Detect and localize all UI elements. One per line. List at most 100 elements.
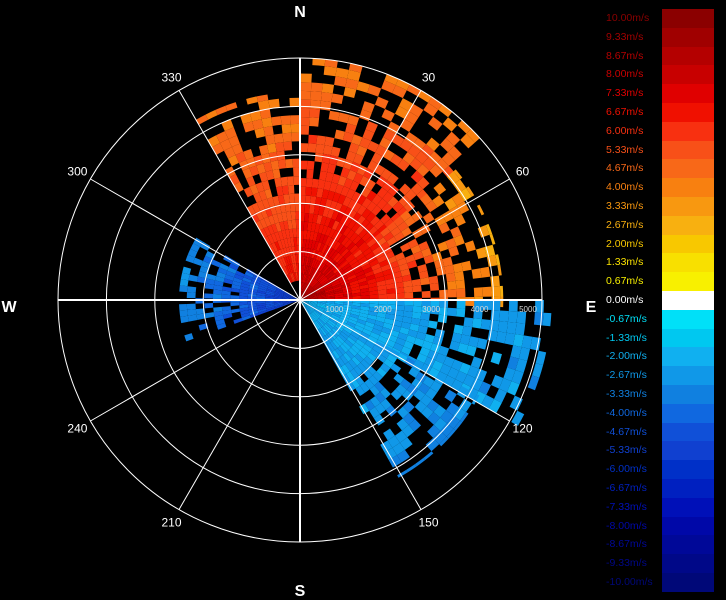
velocity-cell [315, 306, 325, 311]
velocity-cell [307, 276, 312, 285]
velocity-cell [276, 287, 285, 293]
velocity-cell [306, 266, 311, 276]
colorbar-label: 8.67m/s [606, 49, 644, 62]
velocity-cell [392, 85, 407, 99]
velocity-cell [280, 115, 291, 125]
velocity-cell [427, 320, 438, 329]
velocity-cell [259, 108, 272, 120]
velocity-cell [309, 257, 314, 267]
velocity-cell [367, 282, 378, 288]
velocity-cell [216, 271, 226, 279]
velocity-cell [308, 293, 317, 298]
velocity-cell [275, 288, 285, 294]
velocity-cell [428, 116, 443, 131]
velocity-cell [343, 217, 353, 227]
velocity-cell [325, 305, 335, 310]
velocity-cell [332, 285, 342, 291]
velocity-cell [333, 290, 343, 294]
velocity-cell [215, 318, 226, 326]
velocity-cell [205, 312, 215, 319]
azimuth-label: 300 [67, 165, 87, 179]
velocity-cell [386, 304, 396, 311]
velocity-cell [390, 389, 402, 401]
colorbar-swatch [662, 479, 714, 498]
velocity-cell [324, 136, 335, 147]
velocity-cell [248, 306, 258, 310]
velocity-cell [317, 274, 325, 282]
velocity-cell [286, 265, 292, 274]
velocity-cell [383, 358, 394, 369]
velocity-cell [303, 256, 307, 266]
velocity-cell [257, 290, 267, 294]
velocity-cell [394, 281, 404, 289]
velocity-cell [291, 272, 295, 282]
velocity-cell [399, 139, 413, 152]
velocity-cell [366, 190, 377, 202]
velocity-cell [303, 221, 309, 231]
radar-velocity-plot: N E S W 30 60 120 150 210 240 300 330 1000 2000 30… [1, 4, 596, 600]
velocity-cell [310, 196, 317, 206]
velocity-cell [246, 205, 256, 216]
velocity-cell [491, 374, 504, 389]
velocity-cell [258, 190, 268, 201]
velocity-cell [289, 273, 295, 282]
velocity-cell [222, 286, 232, 292]
velocity-cell [334, 184, 344, 195]
velocity-cell [331, 281, 341, 287]
velocity-cell [416, 164, 430, 177]
velocity-cell [325, 293, 335, 297]
velocity-cell [509, 395, 523, 411]
velocity-cell [361, 208, 372, 219]
velocity-cell [385, 313, 395, 320]
velocity-cell [302, 283, 307, 292]
velocity-cell [508, 300, 518, 312]
velocity-cell [356, 273, 366, 281]
velocity-cell [421, 300, 431, 307]
velocity-cell [325, 322, 334, 330]
velocity-cell [506, 321, 517, 335]
velocity-cell [374, 381, 385, 393]
velocity-cell [356, 194, 367, 206]
velocity-cell [244, 271, 254, 278]
velocity-cell [307, 257, 312, 267]
velocity-cell [335, 67, 349, 79]
velocity-cell [457, 120, 472, 134]
colorbar-label: 2.00m/s [606, 237, 644, 250]
velocity-cell [308, 294, 317, 298]
velocity-cell [238, 159, 250, 171]
velocity-cell [320, 314, 329, 321]
velocity-cell [354, 324, 364, 332]
velocity-cell [399, 437, 413, 450]
velocity-cell [321, 254, 329, 264]
velocity-cell [453, 407, 467, 421]
velocity-cell [334, 337, 343, 347]
velocity-cell [340, 313, 350, 319]
velocity-cell [316, 303, 326, 307]
range-ring-label: 5000 [519, 305, 537, 314]
velocity-cell [313, 321, 320, 330]
velocity-cell [305, 306, 313, 314]
velocity-cell [348, 142, 360, 154]
azimuth-label: 150 [418, 516, 438, 530]
velocity-cell [326, 320, 335, 328]
velocity-cell [387, 300, 396, 306]
velocity-cell [305, 285, 311, 294]
colorbar-swatch [662, 403, 714, 423]
velocity-cell [256, 301, 266, 304]
velocity-cell [384, 218, 395, 229]
colorbar-swatch [662, 103, 714, 122]
velocity-cell [277, 159, 287, 170]
velocity-cell [293, 167, 300, 177]
colorbar-label: 6.00m/s [606, 124, 644, 137]
velocity-cell [450, 226, 462, 238]
velocity-cell [328, 218, 336, 229]
colorbar-label: 4.67m/s [606, 162, 644, 175]
velocity-cell [306, 248, 311, 258]
velocity-cell [331, 312, 341, 318]
velocity-cell [316, 214, 323, 225]
velocity-cell [242, 168, 253, 179]
velocity-cell [283, 294, 292, 298]
velocity-cell [287, 274, 293, 283]
velocity-cell [349, 280, 359, 286]
velocity-cell [421, 247, 432, 258]
